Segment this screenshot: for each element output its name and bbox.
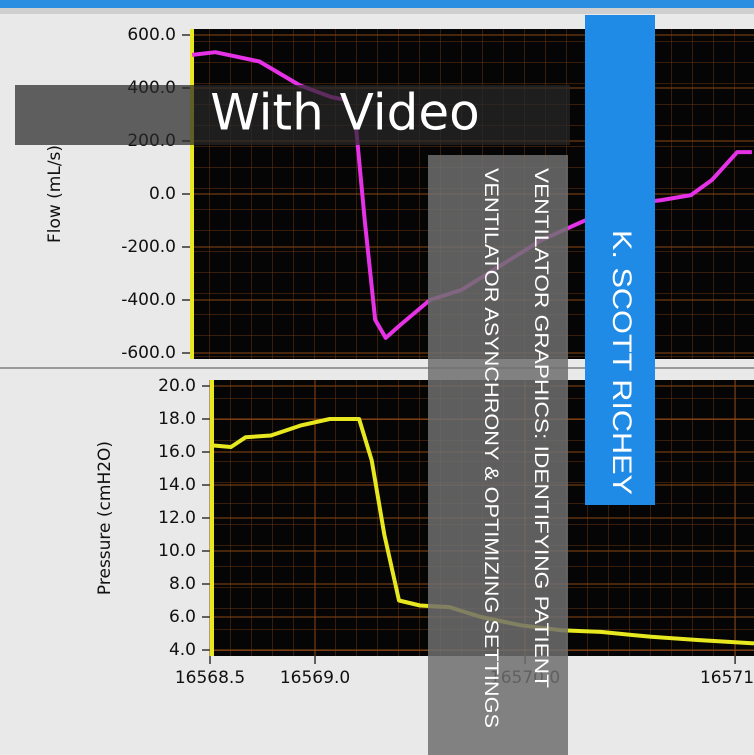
y-tick-label: 16.0 (158, 442, 196, 462)
author-band (585, 15, 655, 505)
y-tick-label: 4.0 (169, 640, 196, 660)
chart: 20.0 18.0 16.0 14.0 12.0 10.0 8.0 6.0 4.0 16568.5… (95, 376, 754, 688)
data-line (211, 417, 754, 646)
top-strip (0, 0, 754, 8)
y-tick-label: -400.0 (121, 290, 176, 310)
y-tick-label: 0.0 (149, 184, 176, 204)
y-tick-label: -200.0 (121, 237, 176, 257)
top-border (0, 8, 754, 14)
y-tick-label: 20.0 (158, 376, 196, 396)
title-band (428, 155, 568, 755)
badge-box (15, 85, 570, 145)
x-tick-label: 16571.0 (700, 668, 754, 688)
x-tick-label: 16569.0 (280, 668, 350, 688)
title-line: VENTILATOR GRAPHICS: IDENTIFYING PATIENT (530, 168, 551, 688)
y-tick-label: 8.0 (169, 574, 196, 594)
y-tick-label: 14.0 (158, 475, 196, 495)
overlays: With Video VENTILATOR GRAPHICS: IDENTIFY… (15, 15, 655, 755)
y-axis-title: Flow (mL/s) (45, 145, 65, 243)
title-line: VENTILATOR ASYNCHRONY & OPTIMIZING SETTI… (480, 168, 501, 728)
y-tick-label: 10.0 (158, 541, 196, 561)
x-tick-label: 16568.5 (175, 668, 245, 688)
y-tick-label: 18.0 (158, 409, 196, 429)
badge-text: With Video (210, 84, 480, 142)
y-tick-label: 6.0 (169, 607, 196, 627)
y-tick-label: 12.0 (158, 508, 196, 528)
y-tick-label: -600.0 (121, 343, 176, 363)
y-axis-title: Pressure (cmH2O) (95, 441, 115, 595)
author: K. SCOTT RICHEY (607, 230, 637, 495)
y-tick-label: 600.0 (127, 25, 176, 45)
